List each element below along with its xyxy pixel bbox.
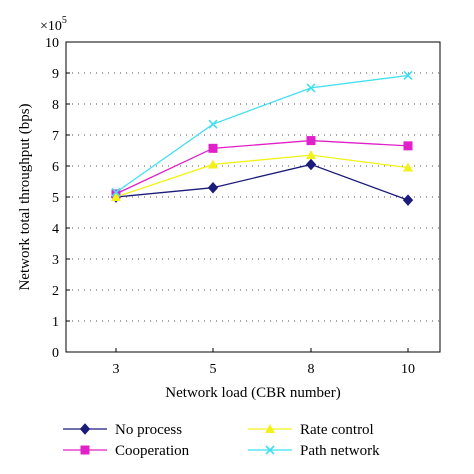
x-marker — [306, 83, 316, 93]
triangle-marker — [403, 162, 413, 172]
y-tick-label: 10 — [45, 36, 59, 51]
diamond-marker — [305, 158, 317, 171]
diamond-marker — [207, 181, 219, 194]
y-tick-label: 6 — [52, 160, 59, 175]
x-tick-label: 5 — [210, 362, 217, 377]
x-tick-label: 8 — [308, 362, 315, 377]
series-line — [115, 163, 409, 201]
grid-lines — [66, 72, 440, 322]
diamond-marker — [79, 423, 91, 435]
legend-label: Path network — [300, 443, 380, 459]
x-tick-label: 3 — [113, 362, 120, 377]
x-marker-stroke — [208, 119, 218, 129]
x-marker — [403, 70, 413, 81]
triangle-marker — [265, 424, 275, 433]
series-line — [115, 139, 409, 195]
y-tick-label: 1 — [52, 315, 59, 330]
y-tick-label: 0 — [52, 346, 59, 361]
legend-item-rate-control: Rate control — [248, 422, 374, 438]
y-tick-label: 9 — [52, 67, 59, 82]
y-tick-label: 5 — [52, 191, 59, 206]
x-marker-stroke — [265, 445, 275, 455]
y-axis-label: Network total throughput (bps) — [17, 103, 33, 290]
diamond-marker — [402, 194, 414, 206]
x-axis-label: Network load (CBR number) — [165, 385, 340, 401]
x-marker-stroke — [403, 70, 413, 81]
x-marker — [111, 187, 121, 197]
x-marker — [265, 445, 275, 455]
legend: No process Rate control Cooperation Path ne… — [63, 422, 380, 459]
legend-label: Rate control — [300, 422, 374, 438]
x-marker-stroke — [306, 83, 316, 93]
series-line — [115, 154, 409, 198]
y-tick-label: 2 — [52, 284, 59, 299]
series-group — [110, 70, 414, 206]
triangle-marker — [111, 192, 121, 201]
series-line — [115, 74, 409, 193]
legend-item-path-network: Path network — [248, 443, 380, 459]
series-cooperation — [111, 136, 413, 199]
legend-item-cooperation: Cooperation — [63, 443, 190, 459]
y-tick-label: 7 — [52, 129, 59, 144]
square-marker — [208, 143, 218, 153]
y-axis-ticks: 0 1 2 3 4 5 6 7 8 9 10 — [45, 36, 70, 361]
y-tick-label: 8 — [52, 98, 59, 113]
y-tick-label: 4 — [52, 222, 59, 237]
legend-label: Cooperation — [115, 443, 190, 459]
legend-item-no-process: No process — [63, 422, 182, 438]
triangle-marker — [208, 159, 218, 169]
triangle-marker — [306, 150, 316, 160]
x-marker — [208, 119, 218, 129]
square-marker — [306, 136, 316, 146]
square-marker — [403, 141, 413, 151]
series-rate-control — [111, 150, 413, 201]
x-marker-stroke — [111, 187, 121, 197]
x-axis-ticks: 3 5 8 10 — [113, 348, 415, 377]
legend-label: No process — [115, 422, 182, 438]
y-tick-label: 3 — [52, 253, 59, 268]
square-marker — [80, 445, 90, 455]
x-tick-label: 10 — [401, 362, 415, 377]
y-axis-multiplier: ×105 — [40, 15, 67, 34]
series-path-network — [111, 70, 413, 197]
